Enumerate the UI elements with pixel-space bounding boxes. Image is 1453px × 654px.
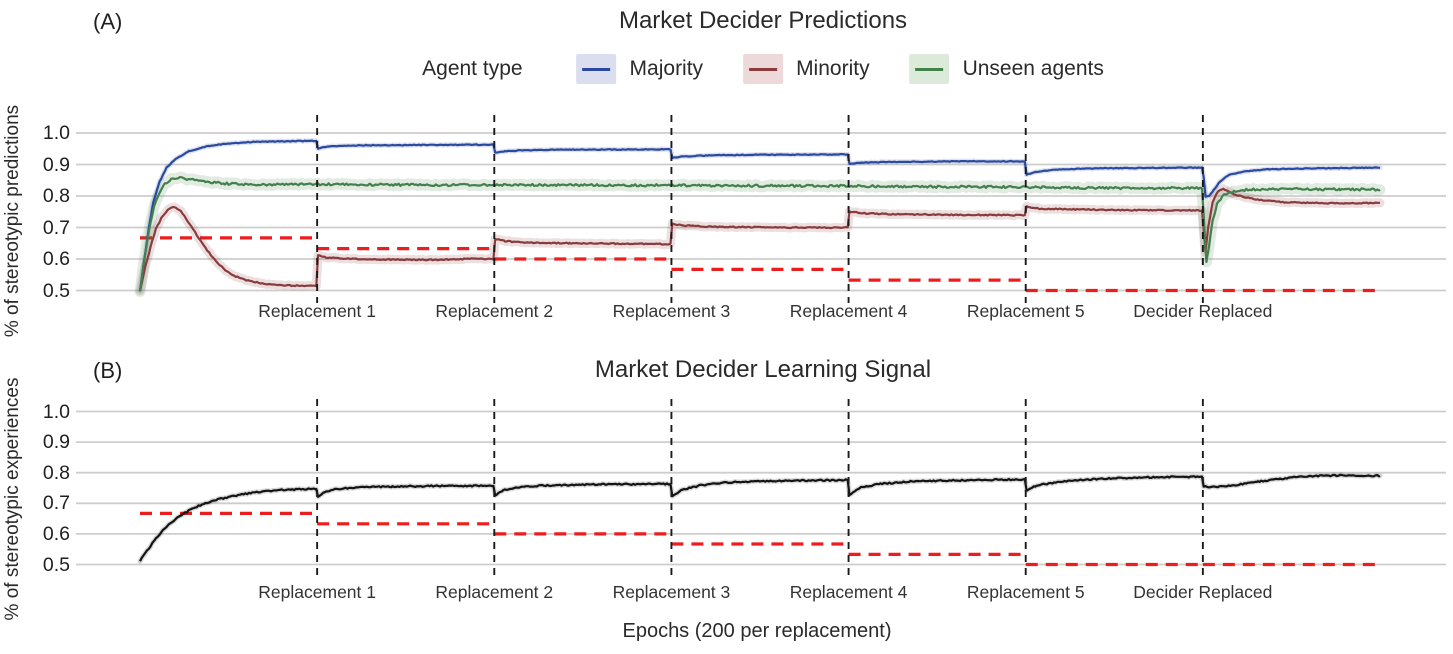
section-label: Replacement 2 xyxy=(435,582,554,602)
section-label: Replacement 3 xyxy=(612,301,731,321)
series-line xyxy=(138,139,1381,292)
section-label: Replacement 5 xyxy=(966,582,1085,602)
y-tick-label: 0.6 xyxy=(42,248,70,270)
section-label: Decider Replaced xyxy=(1133,582,1273,602)
y-tick-label: 0.7 xyxy=(42,492,70,515)
series-band xyxy=(134,171,1386,297)
y-tick-label: 0.9 xyxy=(42,431,70,454)
panel-a-title: Market Decider Predictions xyxy=(618,7,908,34)
y-tick-label: 1.0 xyxy=(42,122,70,144)
series-line xyxy=(138,187,1381,292)
section-label: Replacement 4 xyxy=(789,582,908,602)
section-label: Replacement 3 xyxy=(612,582,731,602)
unseen-agents-line-swatch-icon xyxy=(909,54,950,84)
section-label: Replacement 1 xyxy=(258,582,376,602)
panel-b-tag: (B) xyxy=(93,358,123,383)
section-label: Replacement 4 xyxy=(789,301,908,321)
panel-a-tag: (A) xyxy=(93,9,123,34)
section-label: Replacement 2 xyxy=(435,301,554,321)
legend-item-unseen-agents: Unseen agents xyxy=(909,54,1104,84)
panel-b-title: Market Decider Learning Signal xyxy=(594,356,932,383)
minority-line-swatch-icon xyxy=(743,54,784,84)
y-tick-label: 0.5 xyxy=(42,279,70,302)
series-band xyxy=(137,472,1383,564)
y-tick-label: 0.8 xyxy=(42,461,70,484)
legend: Agent type Majority Minority Unseen agen… xyxy=(422,54,1104,84)
series-band xyxy=(135,184,1385,296)
legend-title: Agent type xyxy=(422,57,523,80)
legend-item-label: Unseen agents xyxy=(962,57,1104,80)
y-tick-label: 1.0 xyxy=(42,400,70,423)
series-line xyxy=(138,176,1381,292)
section-label: Decider Replaced xyxy=(1133,301,1273,321)
section-label: Replacement 1 xyxy=(258,301,376,321)
majority-line-swatch-icon xyxy=(576,54,617,84)
y-tick-label: 0.7 xyxy=(42,216,70,239)
legend-item-minority: Minority xyxy=(743,54,870,84)
legend-item-majority: Majority xyxy=(576,54,704,84)
legend-item-label: Minority xyxy=(796,57,870,80)
legend-item-label: Majority xyxy=(629,57,704,80)
y-tick-label: 0.5 xyxy=(42,553,70,576)
section-label: Replacement 5 xyxy=(966,301,1085,321)
y-tick-label: 0.9 xyxy=(42,153,70,176)
series-line xyxy=(139,473,1381,562)
x-axis-label: Epochs (200 per replacement) xyxy=(622,620,892,642)
y-tick-label: 0.8 xyxy=(42,185,70,207)
y-tick-label: 0.6 xyxy=(42,522,70,545)
